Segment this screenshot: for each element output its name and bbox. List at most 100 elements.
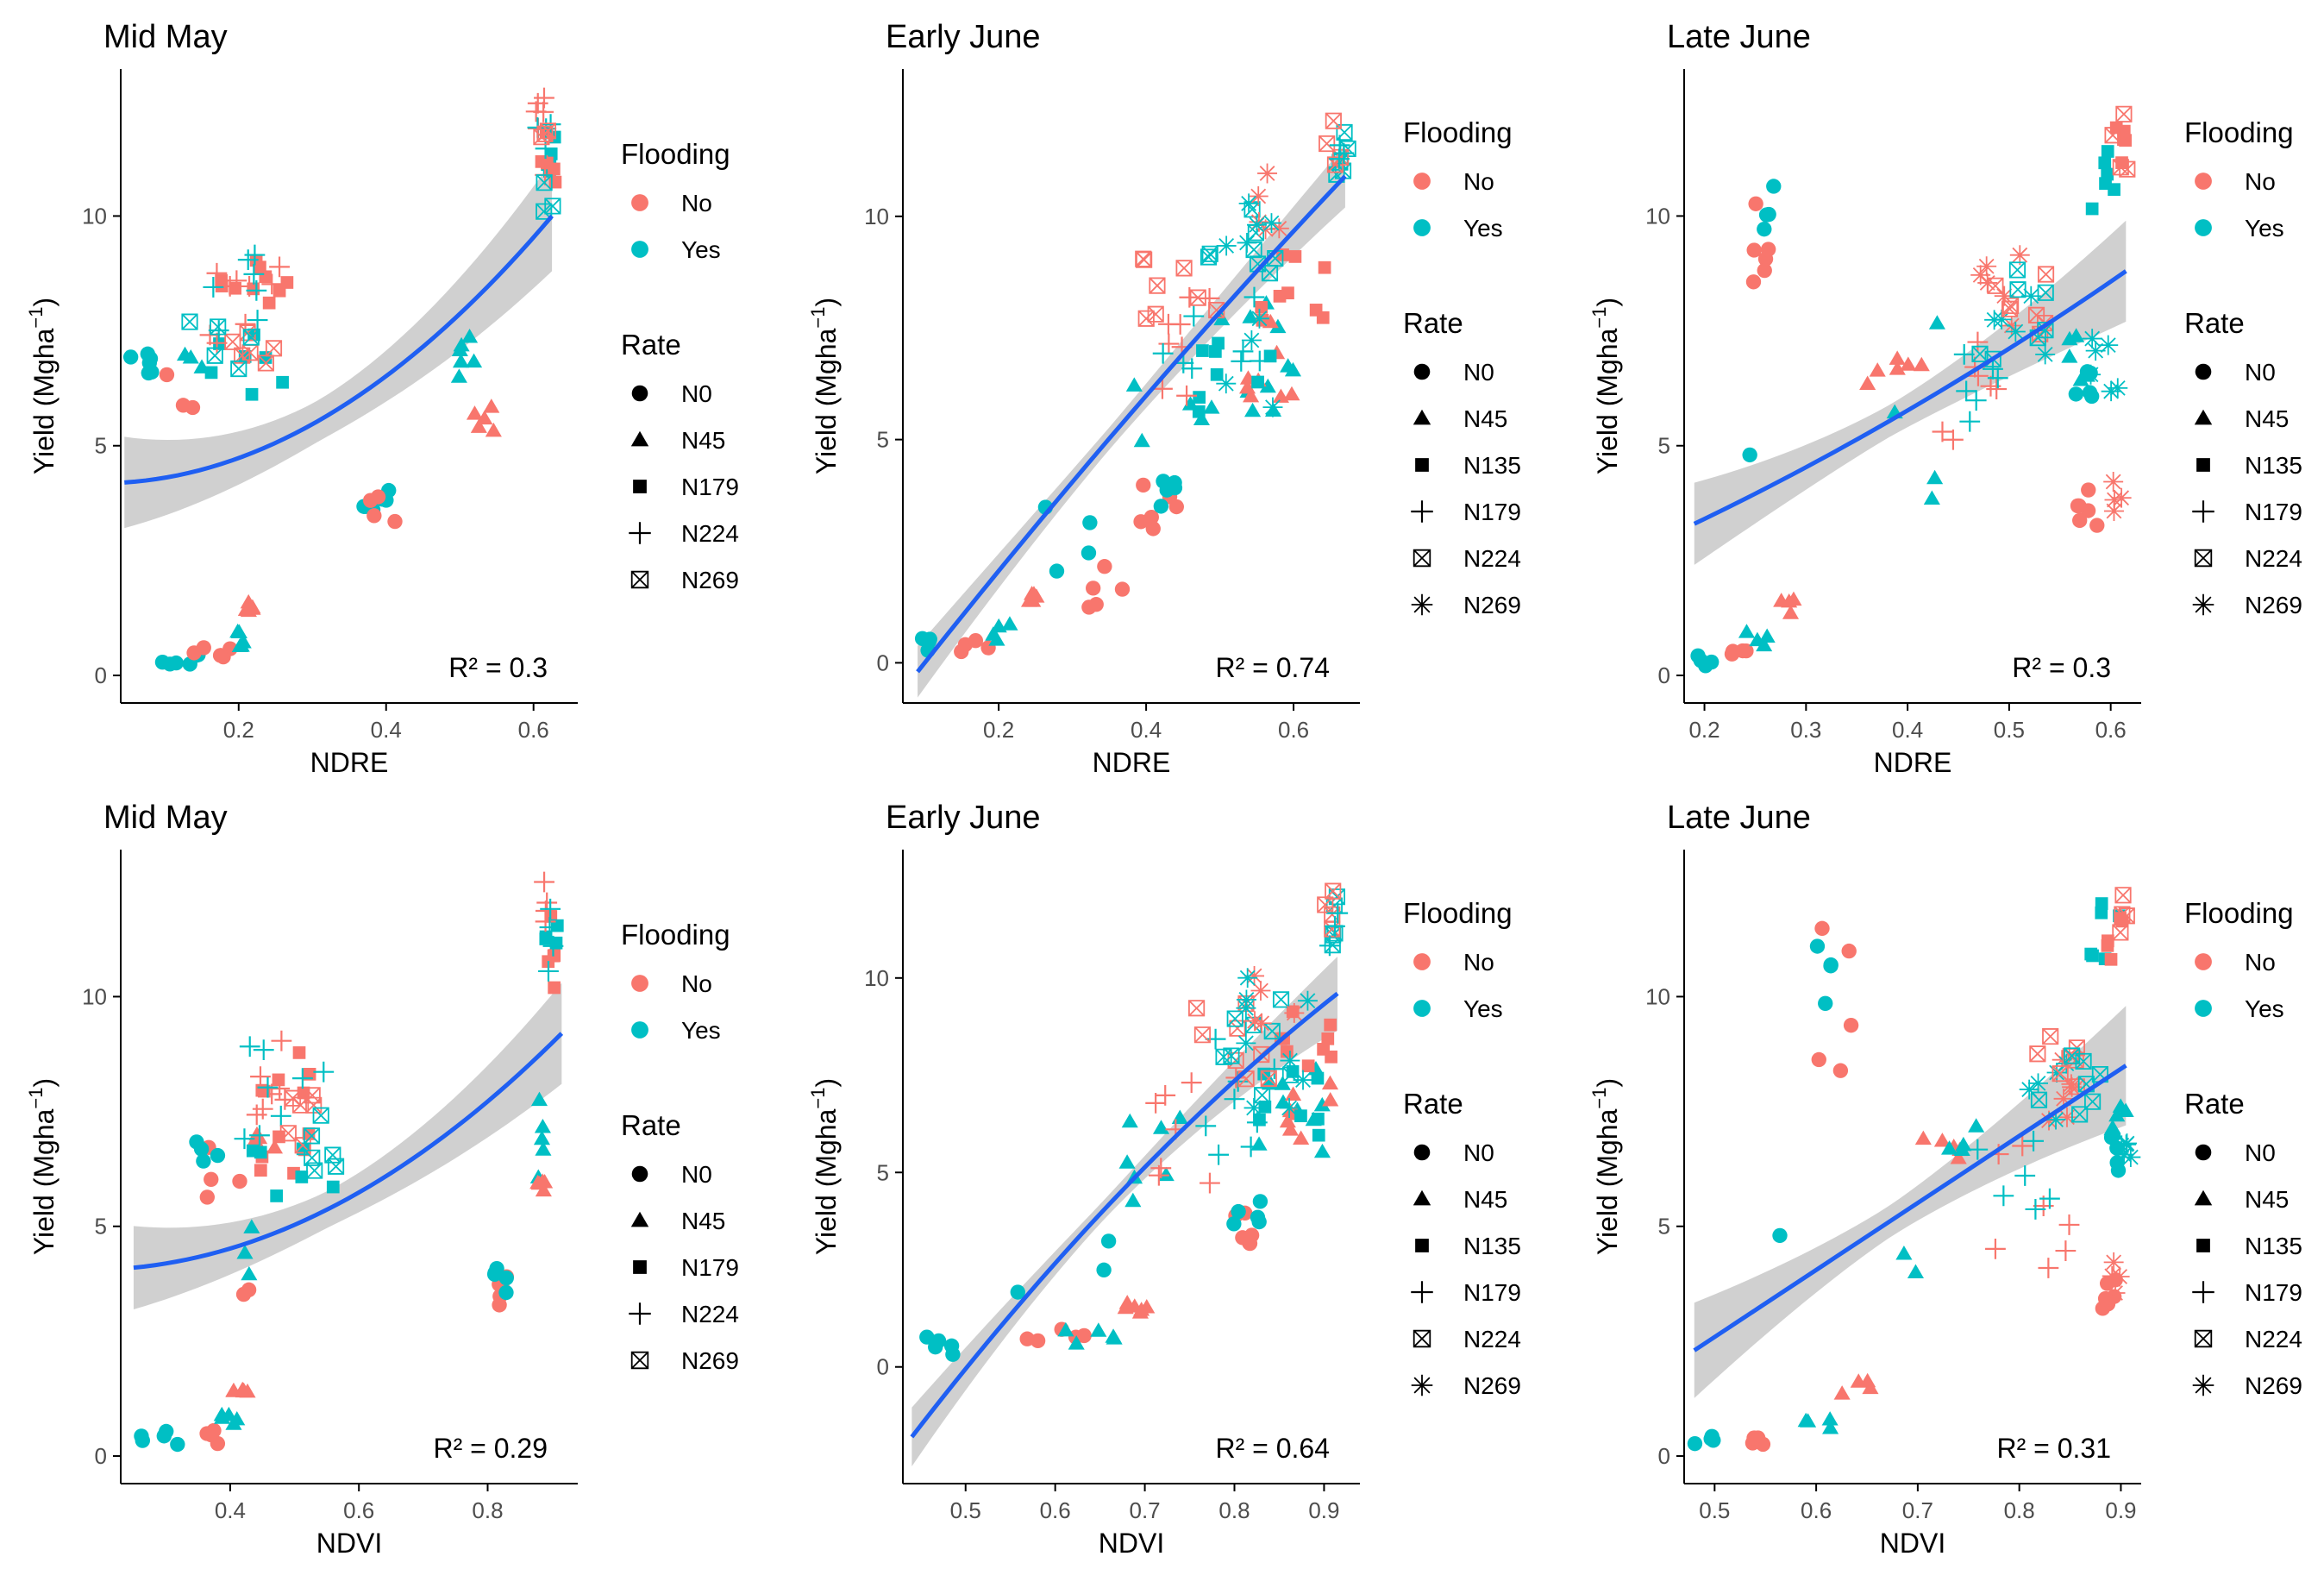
y-axis-label-sup: −1	[25, 307, 47, 329]
data-point	[536, 125, 554, 142]
data-point	[529, 1174, 547, 1189]
legend-rate-key	[2192, 1281, 2214, 1303]
data-point	[1088, 597, 1104, 612]
chart-title: Late June	[1667, 800, 1811, 836]
data-point	[2105, 1127, 2121, 1144]
y-tick-label: 0	[1658, 662, 1670, 688]
data-point	[272, 1073, 285, 1087]
data-point	[1738, 624, 1756, 638]
data-point	[1249, 308, 1269, 329]
data-point	[2104, 952, 2118, 966]
data-point	[1010, 1284, 1025, 1300]
data-point	[1757, 221, 1772, 237]
data-point	[291, 1096, 310, 1114]
data-point	[2072, 512, 2088, 529]
data-point	[1263, 349, 1277, 363]
confidence-band	[133, 982, 562, 1310]
data-point	[196, 1153, 211, 1169]
legend-flooding-label: Yes	[681, 1017, 721, 1044]
legend-rate-label: N0	[2245, 359, 2276, 386]
data-point	[1814, 920, 1830, 937]
data-point	[2081, 482, 2096, 498]
data-point	[542, 935, 564, 957]
legend-rate-label: N179	[2245, 499, 2302, 525]
legend-rate-label: N179	[681, 1254, 739, 1281]
data-point	[2103, 1252, 2124, 1272]
x-tick-label: 0.8	[2004, 1497, 2035, 1523]
y-axis-label: Yield (Mgha−1)	[807, 298, 842, 474]
data-point	[1181, 358, 1203, 380]
data-point	[303, 1067, 316, 1081]
x-tick-label: 0.2	[223, 717, 254, 743]
data-point	[254, 1145, 267, 1159]
data-point	[2112, 159, 2129, 176]
legend-rate-key	[1411, 1281, 1433, 1303]
data-point	[2081, 364, 2102, 385]
data-point	[280, 276, 294, 289]
data-point	[1252, 1194, 1268, 1209]
legend-rate-label: N135	[2245, 1233, 2302, 1259]
data-point	[237, 601, 254, 616]
data-point	[1724, 646, 1740, 662]
legend-rate-label: N45	[681, 427, 725, 454]
y-axis-label-close: )	[811, 298, 842, 307]
data-point	[2046, 1063, 2067, 1083]
data-point	[1133, 514, 1149, 530]
data-point	[1193, 1026, 1212, 1044]
y-axis-label-close: )	[28, 298, 60, 307]
y-tick-label: 10	[864, 204, 889, 229]
data-point	[1212, 336, 1225, 350]
data-point	[2102, 1265, 2122, 1286]
data-point	[1325, 112, 1342, 129]
data-point	[370, 489, 386, 505]
data-point	[1175, 260, 1193, 277]
data-point	[206, 347, 223, 364]
data-point	[1850, 1373, 1867, 1388]
data-point	[1243, 1097, 1264, 1118]
data-point	[1024, 587, 1042, 601]
legend-rate-key	[629, 1302, 651, 1325]
confidence-band	[124, 160, 553, 529]
data-point	[2001, 300, 2019, 317]
legend-rate-key	[1411, 500, 1433, 523]
data-point	[1145, 521, 1161, 537]
y-axis-label: Yield (Mgha−1)	[25, 298, 60, 474]
x-tick-label: 0.4	[1131, 717, 1162, 743]
data-point	[1076, 1327, 1092, 1344]
legend-rate-key	[631, 385, 648, 402]
legend-rate-key	[2195, 363, 2212, 380]
data-point	[452, 353, 470, 368]
x-tick-label: 0.9	[2105, 1497, 2136, 1523]
y-axis-label-sup: −1	[1588, 307, 1610, 329]
data-point	[2084, 947, 2098, 961]
data-point	[1196, 344, 1209, 357]
data-point	[1238, 379, 1256, 394]
data-point	[2104, 490, 2125, 511]
data-point	[540, 114, 561, 135]
data-point	[235, 1286, 252, 1302]
data-point	[1312, 1128, 1325, 1142]
data-point	[292, 1046, 306, 1059]
data-point	[326, 1180, 340, 1194]
data-point	[2098, 335, 2119, 355]
chart-panel: Mid May 0 5 10 0.4 0.6 0.8 NDVI Yield (Mgha−1) R²…	[25, 800, 739, 1559]
data-point	[470, 418, 487, 433]
data-point	[1057, 1321, 1074, 1337]
data-point	[225, 1415, 242, 1430]
data-point	[246, 279, 267, 301]
data-point	[1318, 260, 1331, 274]
data-point	[1324, 1018, 1337, 1032]
data-point	[1268, 218, 1289, 239]
data-point	[1294, 1109, 1307, 1123]
data-point	[196, 640, 211, 656]
data-point	[1313, 1096, 1331, 1112]
legend-flooding-key	[631, 241, 648, 258]
data-point	[236, 1245, 254, 1259]
x-axis-label: NDVI	[1880, 1528, 1945, 1559]
data-point	[257, 1076, 279, 1098]
legend-rate-title: Rate	[621, 329, 681, 361]
data-point	[2053, 1089, 2074, 1109]
y-axis-label-main: Yield (Mgha	[1592, 328, 1623, 474]
data-point	[1970, 265, 1991, 286]
data-point	[498, 1284, 514, 1301]
